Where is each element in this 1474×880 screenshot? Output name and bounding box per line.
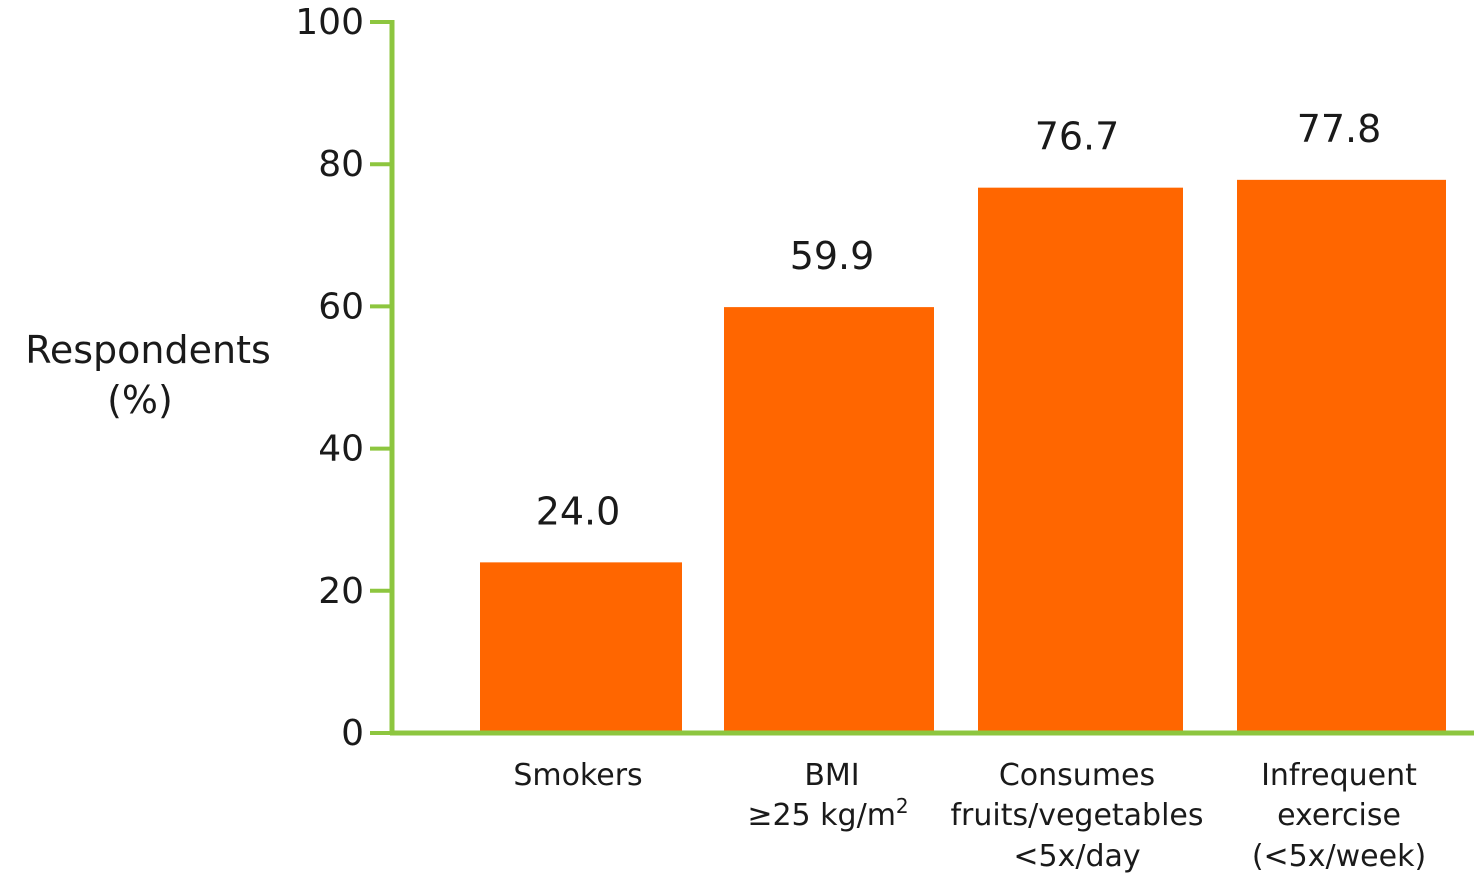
value-labels: 24.0 59.9 76.7 77.8 xyxy=(536,107,1382,534)
y-ticks: 0 20 40 60 80 100 xyxy=(295,2,392,754)
bar-3 xyxy=(978,187,1183,734)
y-tick-label-60: 60 xyxy=(318,286,364,327)
category-label-3-line-1: Consumes xyxy=(999,758,1155,793)
category-label-2-line-1: BMI xyxy=(804,758,859,793)
category-label-4-line-1: Infrequent xyxy=(1261,758,1417,793)
x-category-labels: Smokers BMI≥25 kg/m2Consumesfruits/vegeta… xyxy=(513,758,1426,874)
category-label-2-unit: ≥25 kg/m xyxy=(747,798,896,833)
value-label-1: 24.0 xyxy=(536,489,621,533)
y-axis-label-line-2: (%) xyxy=(107,378,173,422)
value-label-2: 59.9 xyxy=(790,234,875,278)
y-tick-label-40: 40 xyxy=(318,429,364,470)
category-label-4-line-2: exercise xyxy=(1277,798,1401,833)
category-label-3-line-3: <5x/day xyxy=(1013,839,1140,874)
bar-1 xyxy=(480,562,682,733)
category-label-2-superscript: 2 xyxy=(896,794,909,818)
y-tick-label-0: 0 xyxy=(341,713,364,754)
value-label-3: 76.7 xyxy=(1035,115,1120,159)
y-axis-label: Respondents (%) xyxy=(25,328,271,422)
y-tick-label-100: 100 xyxy=(295,2,364,43)
y-tick-label-80: 80 xyxy=(318,144,364,185)
bar-2 xyxy=(724,307,934,733)
y-axis-label-line-1: Respondents xyxy=(25,328,271,372)
category-label-1-line-1: Smokers xyxy=(513,758,642,793)
category-label-3-line-2: fruits/vegetables xyxy=(950,798,1203,833)
bar-4 xyxy=(1237,179,1446,734)
category-label-2-line-2: ≥25 kg/m2 xyxy=(747,794,908,833)
value-label-4: 77.8 xyxy=(1297,107,1382,151)
axes xyxy=(389,20,1474,736)
bars xyxy=(480,179,1446,734)
category-label-4-line-3: (<5x/week) xyxy=(1252,839,1426,874)
y-tick-label-20: 20 xyxy=(318,571,364,612)
